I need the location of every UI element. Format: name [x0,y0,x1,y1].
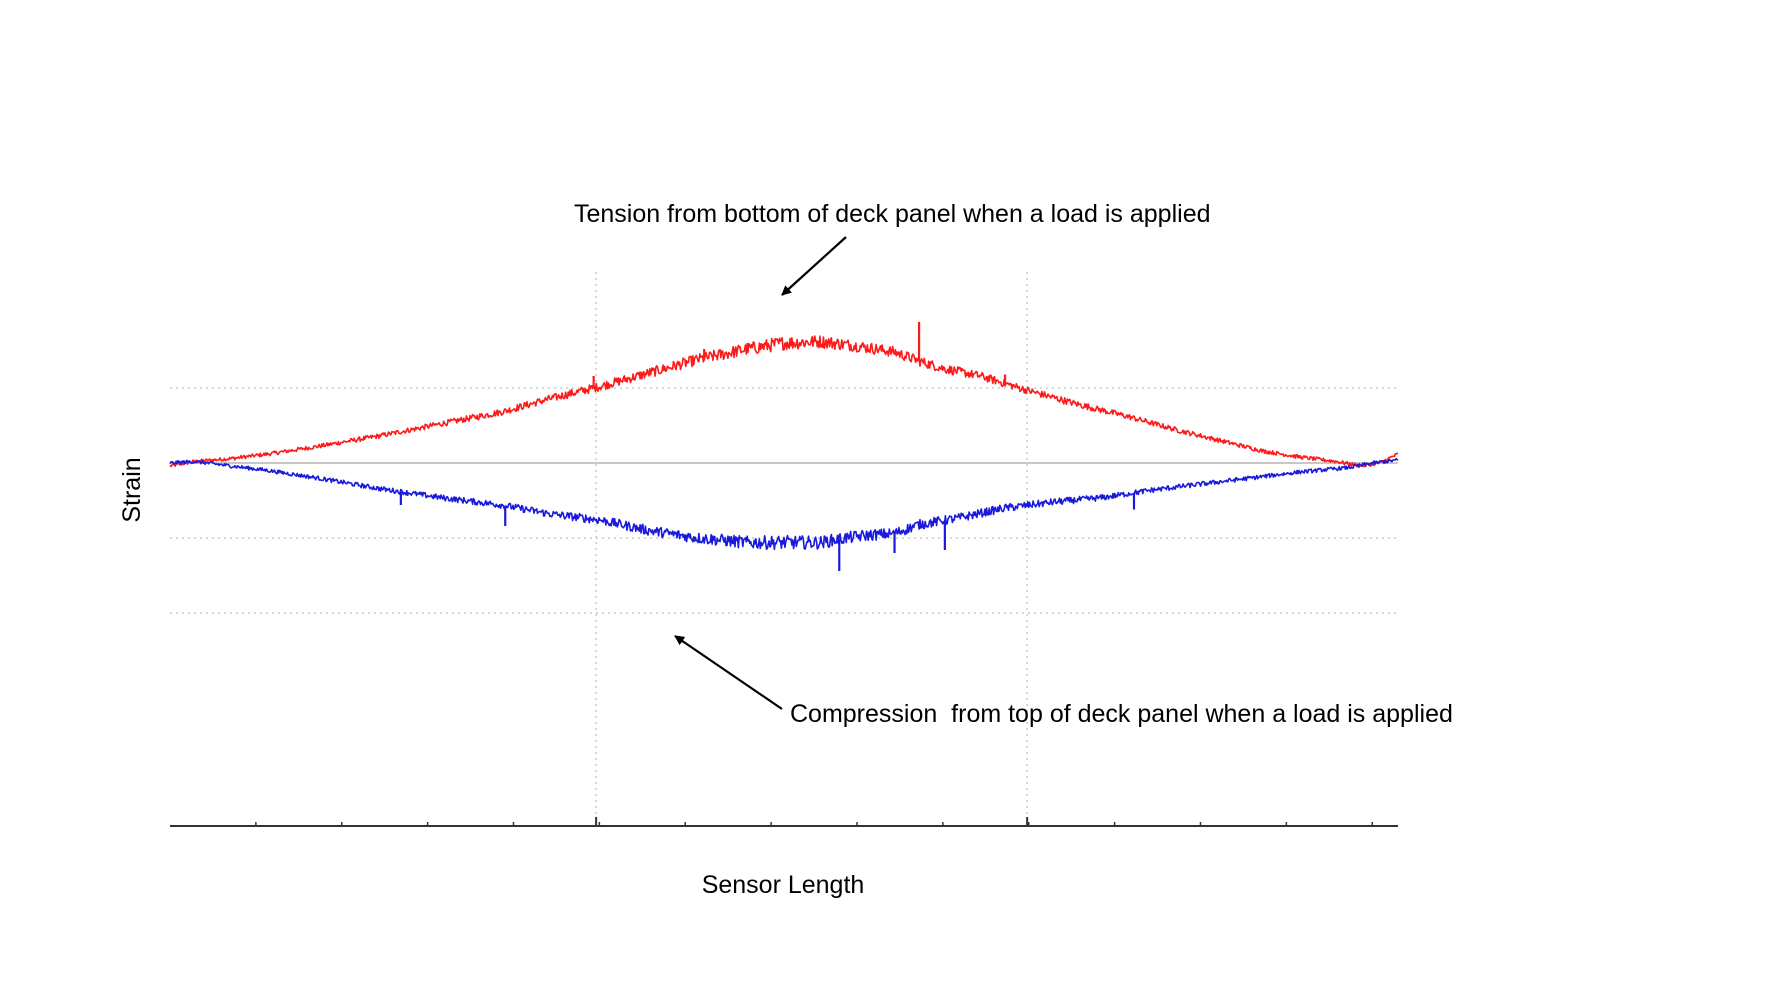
series-compression-line [169,457,1399,551]
series-tension [169,322,1399,468]
compression-annotation: Compression from top of deck panel when … [790,700,1453,728]
series-compression [169,457,1399,571]
tension-arrow [781,236,847,296]
tension-annotation: Tension from bottom of deck panel when a… [574,200,1211,228]
y-axis-label: Strain [118,457,146,522]
x-axis-ticks [255,817,1373,826]
series-group [169,322,1399,571]
grid [170,272,1398,826]
x-axis-label: Sensor Length [702,871,865,899]
annotation-group [674,236,847,710]
series-tension-line [169,335,1399,468]
compression-arrow [674,635,783,710]
